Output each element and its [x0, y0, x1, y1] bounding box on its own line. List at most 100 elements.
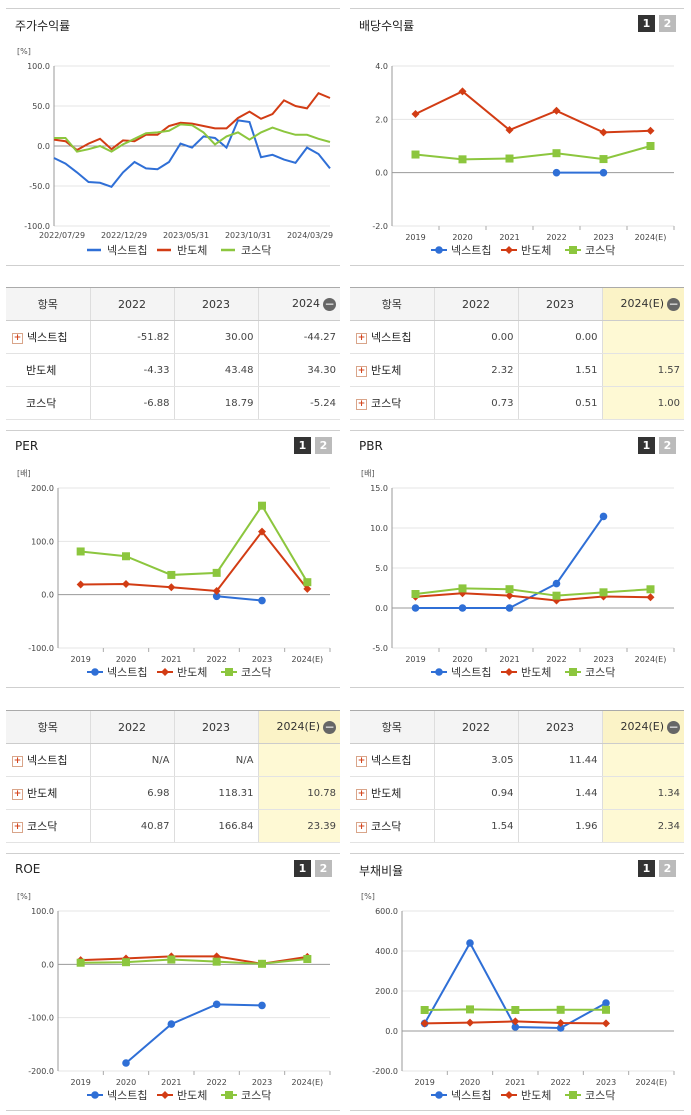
data-point [411, 110, 420, 118]
expand-icon[interactable]: + [12, 755, 23, 767]
expand-icon[interactable]: + [12, 821, 23, 833]
chart-debt-ratio: [%]600.0 400.0 200.0 0.0 -200.0 2019 2020 2021 2… [361, 892, 675, 1102]
data-point [91, 668, 99, 676]
cell [601, 320, 684, 354]
cell [257, 743, 340, 777]
chart-mode-1-button[interactable]: 1 [294, 860, 311, 877]
col-header: 2023 [517, 710, 602, 744]
legend-label: 코스닥 [585, 666, 615, 679]
col-header-label: 2024(E) [276, 720, 320, 734]
cell: 0.00 [433, 320, 518, 354]
data-point [646, 593, 655, 602]
row-label[interactable]: + 코스닥 [350, 809, 434, 843]
series-line [415, 145, 651, 161]
expand-icon[interactable]: + [356, 332, 367, 344]
data-point [556, 1024, 565, 1032]
series-line [80, 529, 309, 592]
data-point [505, 126, 514, 134]
panel-title: 부채비율 [359, 864, 404, 878]
row-label[interactable]: + 코스닥 [350, 386, 434, 420]
chart-mode-2-button[interactable]: 2 [315, 437, 332, 454]
chart-mode-2-button[interactable]: 2 [315, 860, 332, 877]
row-label[interactable]: + 넥스트칩 [6, 320, 90, 354]
data-point [458, 584, 467, 593]
x-tick-label: 2023 [252, 655, 272, 664]
y-tick-label: 200.0 [31, 484, 54, 493]
y-tick-label: 100.0 [27, 62, 50, 71]
x-tick-label: 2023/05/31 [163, 231, 209, 240]
y-tick-label: 400.0 [375, 947, 398, 956]
data-point [225, 1091, 233, 1099]
chart-mode-2-button[interactable]: 2 [659, 15, 676, 32]
y-tick-label: 100.0 [31, 537, 54, 546]
expand-icon[interactable]: + [356, 788, 367, 800]
row-label[interactable]: + 반도체 [6, 776, 90, 810]
row-label[interactable]: + 넥스트칩 [350, 743, 434, 777]
series-line [54, 123, 331, 153]
cell: 1.51 [517, 353, 602, 387]
data-point [212, 592, 221, 601]
legend-label: 반도체 [177, 1089, 207, 1102]
y-tick-label: -100.0 [24, 222, 50, 231]
chart-mode-1-button[interactable]: 1 [638, 860, 655, 877]
cell: 34.30 [257, 353, 340, 387]
cell: N/A [89, 743, 174, 777]
y-tick-label: 100.0 [31, 907, 54, 916]
y-tick-label: -100.0 [28, 1014, 54, 1023]
chart-mode-1-button[interactable]: 1 [294, 437, 311, 454]
row-label[interactable]: + 넥스트칩 [6, 743, 90, 777]
data-point [411, 604, 420, 612]
expand-icon[interactable]: + [356, 821, 367, 833]
col-header-2024: 2024− [257, 287, 340, 321]
data-point [552, 106, 561, 115]
y-unit-label: [배] [17, 469, 31, 478]
x-tick-label: 2021 [499, 233, 519, 242]
col-header: 2023 [517, 287, 602, 321]
col-header-label: 2024(E) [620, 297, 664, 311]
data-point [458, 155, 467, 164]
data-point [303, 578, 312, 587]
collapse-icon[interactable]: − [667, 296, 680, 311]
cell: 2.34 [601, 809, 684, 843]
collapse-icon[interactable]: − [323, 719, 336, 734]
expand-icon[interactable]: + [12, 788, 23, 800]
data-point [505, 604, 514, 612]
data-point [556, 1005, 565, 1014]
expand-icon[interactable]: + [12, 332, 23, 344]
chart-mode-2-button[interactable]: 2 [659, 437, 676, 454]
row-label[interactable]: + 코스닥 [6, 809, 90, 843]
chart-mode-1-button[interactable]: 1 [638, 15, 655, 32]
x-tick-label: 2021 [161, 655, 181, 664]
x-tick-label: 2024(E) [635, 233, 667, 242]
row-label[interactable]: + 넥스트칩 [350, 320, 434, 354]
expand-icon[interactable]: + [356, 755, 367, 767]
y-tick-label: -200.0 [28, 1067, 54, 1076]
x-tick-label: 2021 [505, 1078, 525, 1087]
cell: 43.48 [173, 353, 258, 387]
collapse-icon[interactable]: − [667, 719, 680, 734]
data-point [505, 154, 514, 163]
collapse-icon[interactable]: − [323, 296, 336, 311]
data-point [646, 585, 655, 594]
expand-icon[interactable]: + [356, 365, 367, 377]
expand-icon[interactable]: + [356, 398, 367, 410]
row-label[interactable]: + 반도체 [350, 353, 434, 387]
cell: 118.31 [173, 776, 258, 810]
data-point [552, 149, 561, 158]
row-label[interactable]: + 반도체 [350, 776, 434, 810]
chart-mode-1-button[interactable]: 1 [638, 437, 655, 454]
data-point [599, 588, 608, 597]
data-point [122, 1059, 130, 1067]
chart-mode-2-button[interactable]: 2 [659, 860, 676, 877]
panel-debt-ratio: 부채비율 1 2 [%] 600.0 400.0 200.0 0.0 -200.0 2019… [350, 853, 684, 1111]
cell: 6.98 [89, 776, 174, 810]
data-point [602, 999, 610, 1007]
panel-title: ROE [15, 862, 41, 876]
data-point [435, 668, 443, 676]
x-tick-label: 2022 [550, 1078, 570, 1087]
legend-label: 코스닥 [241, 244, 271, 257]
legend-label: 코스닥 [585, 244, 615, 257]
row-name: 넥스트칩 [27, 754, 68, 767]
col-header: 항목 [350, 287, 434, 321]
